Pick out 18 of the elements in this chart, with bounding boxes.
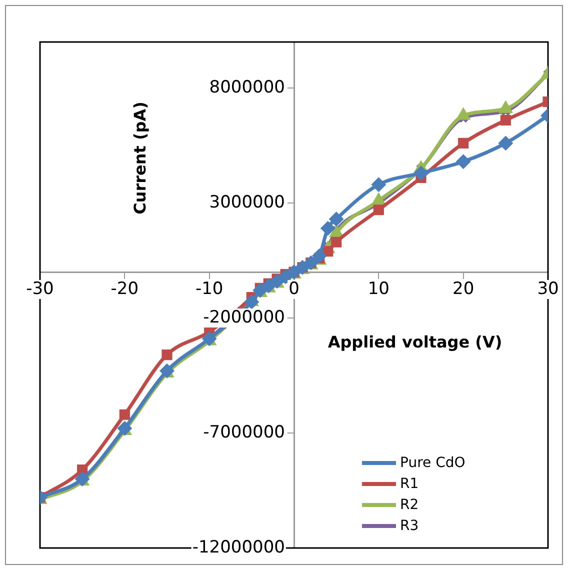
legend-label: Pure CdO	[400, 454, 466, 470]
y-tick-label: 8000000	[209, 77, 285, 98]
y-axis-title: Current (pA)	[130, 102, 150, 214]
x-tick-label: 10	[368, 278, 390, 299]
legend-label: R1	[400, 476, 419, 492]
y-tick-label: 3000000	[209, 192, 285, 212]
y-tick-label: -12000000	[192, 537, 285, 558]
y-tick-label: -7000000	[203, 422, 285, 442]
x-axis-title: Applied voltage (V)	[328, 332, 502, 352]
x-tick-label: 0	[288, 278, 300, 299]
x-tick-label: 30	[537, 278, 559, 299]
x-tick-label: 20	[452, 278, 474, 299]
y-tick-label: -2000000	[203, 307, 285, 328]
x-tick-label: -20	[110, 278, 139, 299]
x-tick-label: -10	[195, 278, 224, 299]
legend-label: R3	[400, 518, 419, 534]
legend-label: R2	[400, 496, 419, 512]
x-tick-label: -30	[26, 278, 54, 299]
